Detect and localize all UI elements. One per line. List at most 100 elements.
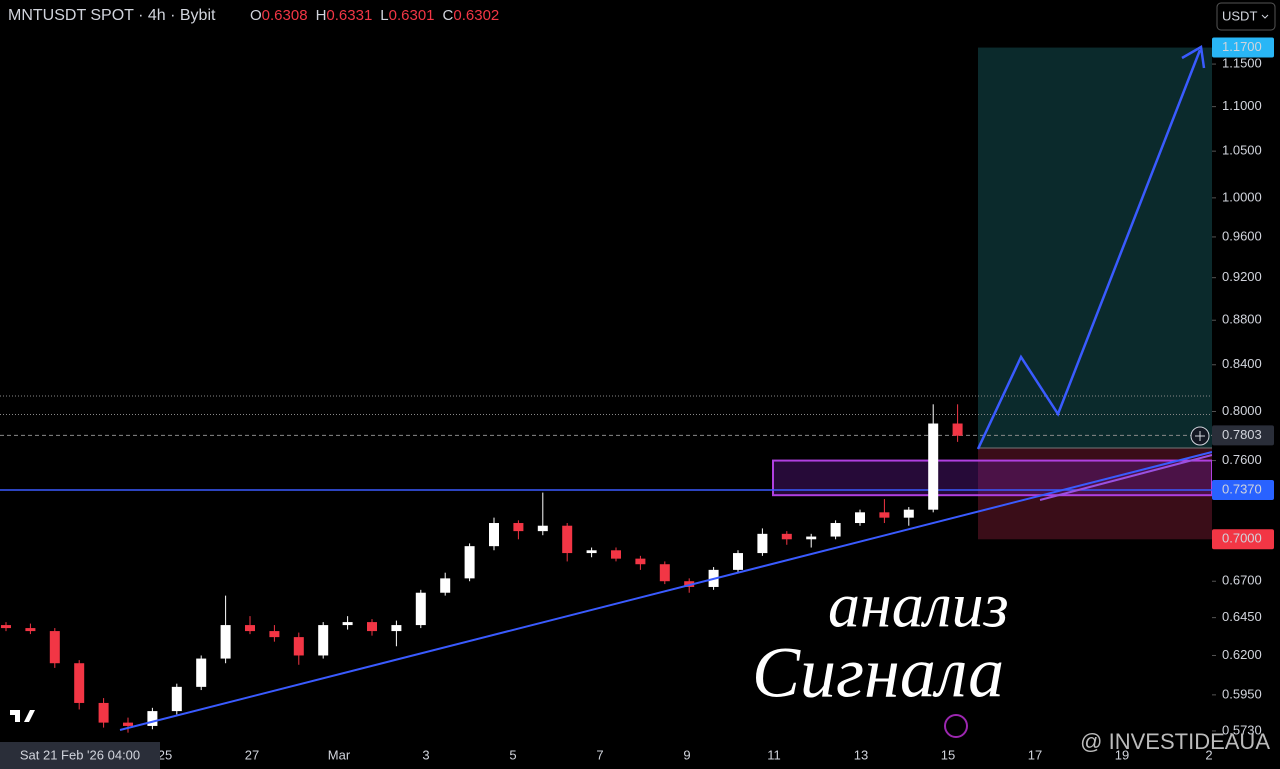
candle-body [879, 512, 890, 518]
candle-body [220, 625, 231, 659]
x-tick-label: 11 [767, 747, 781, 762]
ohlc-header: O0.6308 H0.6331 L0.6301 C0.6302 [250, 7, 499, 24]
dropdown-icon [1261, 14, 1269, 19]
stop-zone [978, 448, 1212, 540]
currency-button[interactable] [1216, 2, 1276, 31]
candle-body [513, 523, 524, 532]
candle-body [391, 625, 402, 632]
price-label: 0.7000 [1222, 531, 1262, 546]
annotation: Сигнала [752, 633, 1004, 713]
currency-label[interactable]: USDT [1222, 8, 1257, 23]
x-tick-label: 19 [1115, 747, 1129, 762]
candle-body [806, 536, 817, 540]
candle-body [123, 722, 133, 726]
x-tick-label: 3 [422, 747, 429, 762]
candle-body [415, 592, 426, 626]
candle-body [781, 533, 792, 540]
price-label-box [1212, 479, 1274, 500]
candle-body [830, 523, 841, 537]
candle-body [903, 509, 914, 518]
candle-body [464, 546, 475, 579]
candle-body [537, 525, 548, 532]
ohlc-key: C [443, 7, 454, 24]
x-tick-label: 15 [941, 747, 955, 762]
candle-body [147, 711, 158, 726]
candle-body [928, 423, 939, 510]
candle-body [49, 631, 60, 664]
y-tick-label: 0.8000 [1222, 403, 1262, 418]
y-tick-label: 1.0000 [1222, 189, 1262, 204]
candle-body [586, 550, 597, 554]
candle-body [171, 686, 182, 712]
candles [1, 404, 963, 733]
candle-body [635, 558, 646, 565]
y-tick-label: 1.0500 [1222, 143, 1262, 158]
candle-body [98, 702, 109, 723]
y-tick-label: 0.6700 [1222, 573, 1262, 588]
candle-body [757, 533, 768, 554]
watermark: @ INVESTIDEAUA [1080, 729, 1270, 754]
ohlc-value: 0.6308 [262, 7, 308, 24]
trend-line [119, 451, 1213, 731]
price-label: 1.1700 [1222, 39, 1262, 54]
tv-logo [10, 710, 35, 722]
candle-body [342, 622, 353, 626]
ohlc-value: 0.6302 [453, 7, 499, 24]
candle-body [25, 628, 36, 632]
crosshair-label: Sat 21 Feb '26 04:00 [20, 747, 140, 762]
candle-body [659, 564, 670, 582]
logo-mark [10, 710, 35, 722]
x-tick-label: 5 [509, 747, 516, 762]
candle-body [440, 578, 451, 593]
y-tick-label: 1.1000 [1222, 98, 1262, 113]
ohlc-value: 0.6331 [326, 7, 372, 24]
y-tick-label: 0.8400 [1222, 356, 1262, 371]
y-tick-label: 0.6450 [1222, 609, 1262, 624]
candle-body [293, 637, 304, 656]
y-tick-label: 0.9200 [1222, 269, 1262, 284]
candle-body [269, 631, 280, 638]
candle-body [74, 663, 85, 703]
ohlc-key: L [380, 7, 388, 24]
overlays [119, 44, 1213, 731]
x-tick-label: 9 [683, 747, 690, 762]
y-tick-label: 0.9600 [1222, 228, 1262, 243]
y-tick-label: 1.1500 [1222, 56, 1262, 71]
price-label-box [1212, 425, 1274, 446]
price-label-box [1212, 529, 1274, 550]
symbol-title: MNTUSDT SPOT · 4h · Bybit [8, 7, 216, 24]
drawings [0, 47, 1213, 540]
candle-body [318, 625, 329, 656]
y-tick-label: 0.7600 [1222, 452, 1262, 467]
candle-body [611, 550, 621, 559]
price-label-box [1212, 37, 1274, 58]
forecast-arrow [976, 49, 1202, 450]
price-axis [1212, 0, 1280, 769]
candle-body [489, 523, 499, 547]
x-tick-label: 25 [158, 747, 172, 762]
annotation: анализ [828, 570, 1009, 641]
x-tick-label: 7 [596, 747, 603, 762]
candle-body [733, 553, 743, 570]
candle-body [196, 658, 207, 687]
y-tick-label: 0.5950 [1222, 686, 1262, 701]
plus-icon [1195, 431, 1205, 441]
trend-line-purple [1039, 454, 1213, 501]
price-label: 0.7370 [1222, 481, 1262, 496]
candle-body [245, 625, 255, 632]
candle-body [952, 423, 963, 436]
x-tick-label: 27 [245, 747, 259, 762]
candle-body [855, 512, 865, 524]
x-tick-label: Mar [328, 747, 351, 762]
ohlc-key: O [250, 7, 262, 24]
y-tick-label: 0.6200 [1222, 647, 1262, 662]
y-tick-label: 0.5730 [1222, 722, 1262, 737]
x-tick-label: 13 [854, 747, 868, 762]
candle-body [562, 525, 573, 554]
flash-icon[interactable] [944, 714, 968, 738]
ohlc-key: H [316, 7, 327, 24]
y-tick-label: 0.8800 [1222, 312, 1262, 327]
x-tick-label: 2 [1205, 747, 1212, 762]
x-tick-label: 17 [1028, 747, 1042, 762]
